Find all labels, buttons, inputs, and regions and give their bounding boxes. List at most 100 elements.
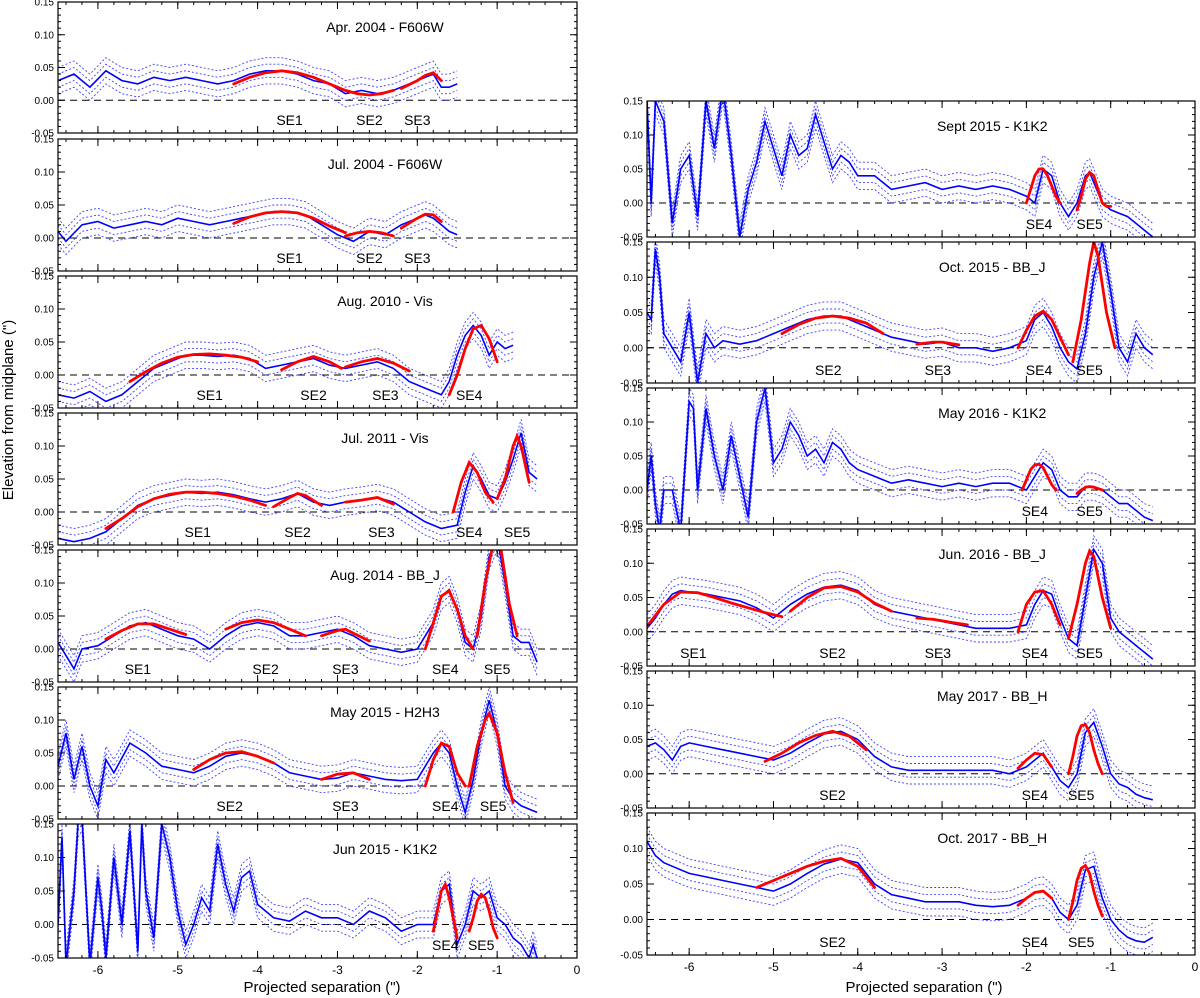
x-axis-label-right: Projected separation (") <box>845 979 1002 996</box>
plot-area <box>647 388 1154 524</box>
uncertainty-line-1 <box>58 83 458 108</box>
y-tick-label: 0.15 <box>624 525 644 536</box>
x-tick-label: -3 <box>937 960 948 974</box>
x-tick-label: -5 <box>172 963 183 977</box>
y-tick-label: 0.15 <box>35 0 55 9</box>
panel-title: Jun. 2016 - BB_J <box>939 546 1046 562</box>
fit-line-2 <box>272 492 323 509</box>
uncertainty-line-1 <box>58 550 538 682</box>
uncertainty-line-4 <box>647 707 1153 787</box>
y-tick-label: 0.00 <box>35 371 55 382</box>
uncertainty-line-3 <box>58 318 514 396</box>
fit-line-1 <box>192 750 275 771</box>
fit-line-1 <box>104 490 267 530</box>
fit-line-4 <box>423 588 475 651</box>
feature-label-se4: SE4 <box>456 524 483 540</box>
uncertainty-line-3 <box>647 101 1154 231</box>
y-tick-label: 0.05 <box>35 475 55 486</box>
panel-title: Jul. 2011 - Vis <box>341 430 428 446</box>
feature-label-se5: SE5 <box>480 798 507 814</box>
feature-label-se4: SE4 <box>432 661 459 677</box>
x-tick-label: -6 <box>684 960 695 974</box>
y-tick-label: 0.05 <box>624 735 644 746</box>
plot-area <box>647 707 1153 808</box>
panel-frame <box>57 1 578 134</box>
feature-label-se1: SE1 <box>125 661 152 677</box>
feature-label-se3: SE3 <box>372 387 399 403</box>
feature-label-se5: SE5 <box>1068 934 1095 950</box>
y-tick-label: -0.05 <box>31 678 54 689</box>
fit-line-3 <box>1016 309 1070 357</box>
feature-label-se2: SE2 <box>356 112 383 128</box>
feature-label-se3: SE3 <box>404 250 431 266</box>
plot-area <box>647 534 1154 666</box>
y-tick-label: 0.15 <box>35 546 55 557</box>
y-tick-label: -0.05 <box>31 267 54 278</box>
uncertainty-line-1 <box>647 855 1154 955</box>
fit-line-1 <box>232 69 347 92</box>
fit-line-5 <box>495 432 531 501</box>
y-tick-label: 0.10 <box>624 701 644 712</box>
uncertainty-line-4 <box>58 57 458 82</box>
profile-line <box>647 242 1154 383</box>
feature-label-se5: SE5 <box>484 661 511 677</box>
feature-label-se2: SE2 <box>819 645 846 661</box>
y-tick-label: 0.05 <box>624 880 644 891</box>
feature-label-se5: SE5 <box>1068 787 1095 803</box>
feature-label-se5: SE5 <box>1076 216 1103 232</box>
fit-line-1 <box>431 880 459 940</box>
fit-line-2 <box>1075 485 1104 495</box>
fit-line-3 <box>1067 722 1104 776</box>
y-tick-label: 0.00 <box>35 782 55 793</box>
y-tick-label: -0.05 <box>620 520 643 531</box>
panel-title: May 2017 - BB_H <box>937 688 1048 704</box>
y-tick-label: -0.05 <box>31 129 54 140</box>
y-tick-label: 0.00 <box>35 645 55 656</box>
y-tick-label: 0.15 <box>624 238 644 249</box>
feature-label-se5: SE5 <box>1076 503 1103 519</box>
uncertainty-line-2 <box>647 848 1154 950</box>
panel-7: 0.15 0.10 0.05 0.00 -0.05 -6 -5 -4 -3 -2 -1 0 Jun 20… <box>31 820 580 978</box>
y-tick-label: 0.10 <box>35 305 55 316</box>
fit-line-3 <box>423 741 467 788</box>
panel-title: May 2016 - K1K2 <box>938 405 1046 421</box>
panel-title: Apr. 2004 - F606W <box>326 19 444 35</box>
panel-title: Oct. 2017 - BB_H <box>937 830 1047 846</box>
y-tick-label: 0.15 <box>35 683 55 694</box>
plot-area <box>58 197 458 256</box>
uncertainty-line-2 <box>647 101 1146 237</box>
feature-label-se1: SE1 <box>680 645 707 661</box>
feature-label-se3: SE3 <box>925 645 952 661</box>
x-tick-label: 0 <box>1192 960 1199 974</box>
uncertainty-line-2 <box>58 217 458 249</box>
profile-line <box>58 824 538 958</box>
uncertainty-line-4 <box>647 826 1154 929</box>
panel-title: Jun 2015 - K1K2 <box>333 841 438 857</box>
panel-10: 0.15 0.10 0.05 0.00 -0.05 May 2016 - K1K2 SE4 S… <box>620 384 1196 531</box>
fit-line-4 <box>1071 242 1117 364</box>
feature-label-se4: SE4 <box>1022 787 1049 803</box>
y-tick-label: 0.10 <box>624 844 644 855</box>
uncertainty-line-3 <box>647 834 1154 936</box>
uncertainty-line-1 <box>58 713 523 819</box>
y-tick-label: 0.10 <box>35 579 55 590</box>
y-tick-label: 0.05 <box>35 749 55 760</box>
uncertainty-line-4 <box>58 197 458 229</box>
feature-label-se4: SE4 <box>1026 216 1053 232</box>
x-tick-label: -6 <box>93 963 104 977</box>
panel-title: Sept 2015 - K1K2 <box>937 118 1048 134</box>
x-tick-label: -2 <box>412 963 423 977</box>
y-tick-label: 0.10 <box>35 442 55 453</box>
y-tick-label: 0.10 <box>624 418 644 429</box>
panel-13: 0.15 0.10 0.05 0.00 -0.05 -6 -5 -4 -3 -2 -1 0 Oct. 2… <box>620 809 1198 975</box>
y-tick-label: 0.00 <box>624 343 644 354</box>
panels: 0.15 0.10 0.05 0.00 -0.05 Apr. 2004 - F606W SE… <box>31 0 1198 978</box>
plot-area <box>58 550 538 682</box>
fit-line-1 <box>755 856 876 889</box>
feature-label-se5: SE5 <box>468 937 495 953</box>
y-tick-label: 0.15 <box>624 97 644 108</box>
uncertainty-line-1 <box>58 337 514 408</box>
y-tick-label: 0.05 <box>624 308 644 319</box>
fit-line-1 <box>1025 167 1062 205</box>
panel-12: 0.15 0.10 0.05 0.00 -0.05 May 2017 - BB_H SE2 S… <box>620 667 1196 815</box>
